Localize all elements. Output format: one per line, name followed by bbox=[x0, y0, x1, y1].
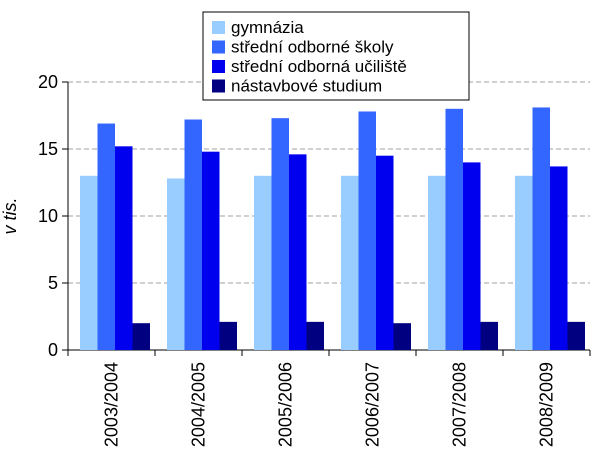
x-category-labels: 2003/2004 2004/2005 2005/2006 2006/2007 2007… bbox=[67, 350, 591, 447]
bar bbox=[202, 151, 220, 350]
x-category-label: 2005/2006 bbox=[276, 362, 296, 447]
bar bbox=[532, 107, 550, 351]
bar bbox=[445, 108, 463, 350]
bar bbox=[132, 323, 150, 350]
bar bbox=[80, 175, 98, 350]
legend-label: střední odborné školy bbox=[231, 38, 394, 57]
bar bbox=[115, 146, 133, 350]
y-tick-label: 10 bbox=[38, 206, 58, 226]
y-tick-label: 15 bbox=[38, 139, 58, 159]
bar bbox=[289, 154, 307, 350]
legend-box bbox=[202, 11, 470, 101]
bar bbox=[306, 321, 324, 350]
bar bbox=[463, 162, 481, 350]
bar bbox=[393, 323, 411, 350]
bar bbox=[167, 178, 185, 350]
legend-swatch bbox=[212, 79, 225, 93]
gridlines bbox=[68, 81, 590, 284]
legend-label: střední odborná učiliště bbox=[231, 57, 407, 76]
bar bbox=[219, 321, 237, 350]
bar bbox=[376, 155, 394, 350]
y-tick-labels: 0 5 10 15 20 bbox=[38, 72, 68, 360]
x-category-label: 2006/2007 bbox=[363, 362, 383, 447]
y-tick-label: 5 bbox=[48, 273, 58, 293]
bar bbox=[271, 118, 289, 351]
bar bbox=[480, 321, 498, 350]
legend-swatch bbox=[212, 40, 225, 54]
y-axis-title: v tis. bbox=[0, 197, 20, 234]
bars bbox=[80, 107, 585, 351]
legend-label: gymnázia bbox=[231, 18, 304, 37]
x-category-label: 2007/2008 bbox=[450, 362, 470, 447]
legend-label: nástavbové studium bbox=[231, 77, 382, 96]
bar bbox=[550, 166, 568, 350]
x-category-label: 2003/2004 bbox=[102, 362, 122, 447]
bar bbox=[428, 175, 446, 350]
x-category-label: 2008/2009 bbox=[537, 362, 557, 447]
bar bbox=[567, 321, 585, 350]
bar bbox=[254, 175, 272, 350]
bar bbox=[515, 175, 533, 350]
bar bbox=[184, 119, 202, 351]
bar bbox=[97, 123, 115, 350]
legend-swatch bbox=[212, 60, 225, 73]
bar bbox=[341, 175, 359, 350]
bar bbox=[358, 111, 376, 350]
x-category-label: 2004/2005 bbox=[189, 362, 209, 447]
y-tick-label: 20 bbox=[38, 72, 58, 92]
legend-swatch bbox=[212, 21, 225, 34]
y-tick-label: 0 bbox=[48, 340, 58, 360]
